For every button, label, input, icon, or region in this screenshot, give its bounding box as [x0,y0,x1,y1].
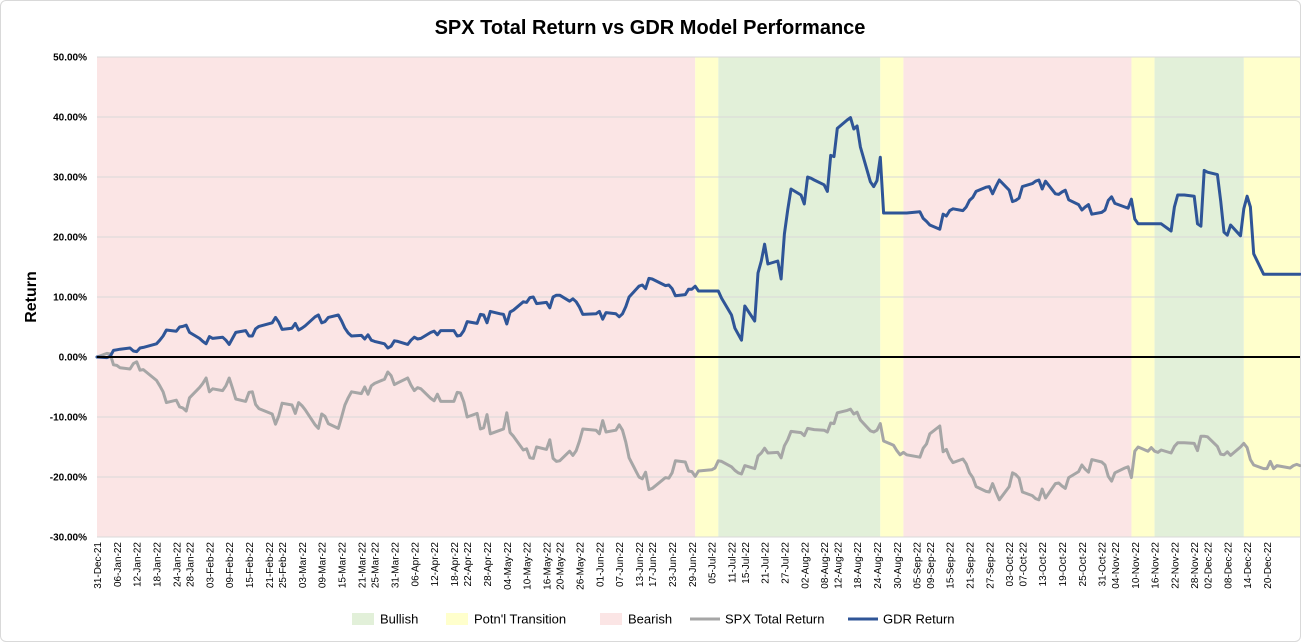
series-lines [95,116,1301,502]
y-tick-label: -10.00% [50,413,87,424]
x-tick-label: 28-Jan-22 [186,542,197,587]
x-tick-label: 21-Jul-22 [761,542,772,584]
x-tick-label: 16-May-22 [542,542,553,590]
gridlines [97,56,1300,538]
y-tick-label: -30.00% [50,533,87,544]
x-tick-label: 09-Sep-22 [926,542,937,589]
x-tick-label: 25-Feb-22 [278,542,289,589]
x-tick-label: 21-Mar-22 [357,542,368,589]
x-tick-label: 31-Mar-22 [390,542,401,589]
legend-label-bullish: Bullish [380,612,418,627]
x-tick-label: 11-Jul-22 [728,542,739,583]
series-line-spx-total-return [95,351,1301,502]
x-tick-label: 10-May-22 [523,542,534,590]
x-tick-label: 10-Nov-22 [1131,542,1142,589]
x-tick-label: 14-Dec-22 [1243,542,1254,589]
x-tick-label: 24-Aug-22 [873,542,884,589]
x-tick-label: 08-Aug-22 [820,542,831,589]
x-tick-label: 28-Apr-22 [483,542,494,587]
legend-swatch-bearish [600,613,622,625]
x-tick-label: 08-Dec-22 [1223,542,1234,589]
x-tick-label: 03-Oct-22 [1005,542,1016,587]
x-tick-label: 15-Sep-22 [946,542,957,589]
x-tick-label: 09-Mar-22 [318,542,329,589]
x-axis-ticks: 31-Dec-21 06-Jan-22 12-Jan-22 18-Jan-22 24-J… [93,542,1274,590]
y-tick-label: 50.00% [53,53,87,64]
y-axis-ticks: 50.00% 40.00% 30.00% 20.00% 10.00% 0.00% -10.0… [50,53,87,544]
y-tick-label: 30.00% [53,173,87,184]
x-tick-label: 06-Jan-22 [113,542,124,587]
x-tick-label: 25-Oct-22 [1078,542,1089,587]
legend-label-gdr-return: GDR Return [883,612,955,627]
x-tick-label: 01-Jun-22 [595,542,606,587]
x-tick-label: 07-Oct-22 [1018,542,1029,587]
x-tick-label: 28-Nov-22 [1190,542,1201,589]
x-tick-label: 30-Aug-22 [893,542,904,589]
legend-label-bearish: Bearish [628,612,672,627]
legend-label-spx-total-return: SPX Total Return [725,612,824,627]
series-line-gdr-return [95,116,1301,360]
x-tick-label: 03-Feb-22 [205,542,216,589]
x-tick-label: 27-Sep-22 [985,542,996,589]
x-tick-label: 02-Aug-22 [800,542,811,589]
y-tick-label: 10.00% [53,293,87,304]
x-tick-label: 04-Nov-22 [1111,542,1122,589]
x-tick-label: 18-Jan-22 [152,542,163,587]
y-tick-label: 0.00% [59,353,87,364]
x-tick-label: 23-Jun-22 [668,542,679,587]
x-tick-label: 05-Jul-22 [708,542,719,584]
x-tick-label: 16-Nov-22 [1151,542,1162,589]
y-tick-label: 20.00% [53,233,87,244]
x-tick-label: 12-Aug-22 [833,542,844,589]
x-tick-label: 19-Oct-22 [1058,542,1069,587]
x-tick-label: 05-Sep-22 [913,542,924,589]
x-tick-label: 13-Oct-22 [1038,542,1049,587]
y-tick-label: -20.00% [50,473,87,484]
x-tick-label: 03-Mar-22 [298,542,309,589]
y-axis-label: Return [23,271,40,323]
x-tick-label: 29-Jun-22 [688,542,699,587]
x-tick-label: 18-Apr-22 [450,542,461,587]
x-tick-label: 21-Sep-22 [966,542,977,589]
x-tick-label: 20-Dec-22 [1263,542,1274,589]
x-tick-label: 12-Apr-22 [430,542,441,587]
x-tick-label: 07-Jun-22 [615,542,626,587]
x-tick-label: 21-Feb-22 [265,542,276,589]
x-tick-label: 15-Mar-22 [338,542,349,589]
x-tick-label: 15-Jul-22 [741,542,752,584]
x-tick-label: 04-May-22 [503,542,514,590]
legend: Bullish Potn'l Transition Bearish SPX Total… [352,612,955,627]
legend-swatch-potn-l-transition [446,613,468,625]
legend-swatch-bullish [352,613,374,625]
x-tick-label: 20-May-22 [556,542,567,590]
x-tick-label: 17-Jun-22 [648,542,659,587]
x-tick-label: 02-Dec-22 [1203,542,1214,589]
chart-title: SPX Total Return vs GDR Model Performanc… [435,17,866,39]
x-tick-label: 06-Apr-22 [410,542,421,587]
y-tick-label: 40.00% [53,113,87,124]
x-tick-label: 22-Apr-22 [463,542,474,587]
x-tick-label: 13-Jun-22 [635,542,646,587]
x-tick-label: 31-Oct-22 [1098,542,1109,587]
x-tick-label: 24-Jan-22 [172,542,183,587]
x-tick-label: 25-Mar-22 [371,542,382,589]
x-tick-label: 27-Jul-22 [780,542,791,584]
x-tick-label: 26-May-22 [576,542,587,590]
legend-label-potn-l-transition: Potn'l Transition [474,612,566,627]
x-tick-label: 09-Feb-22 [225,542,236,589]
x-tick-label: 12-Jan-22 [133,542,144,587]
x-tick-label: 31-Dec-21 [93,542,104,589]
x-tick-label: 22-Nov-22 [1170,542,1181,589]
x-tick-label: 15-Feb-22 [245,542,256,589]
x-tick-label: 18-Aug-22 [853,542,864,589]
